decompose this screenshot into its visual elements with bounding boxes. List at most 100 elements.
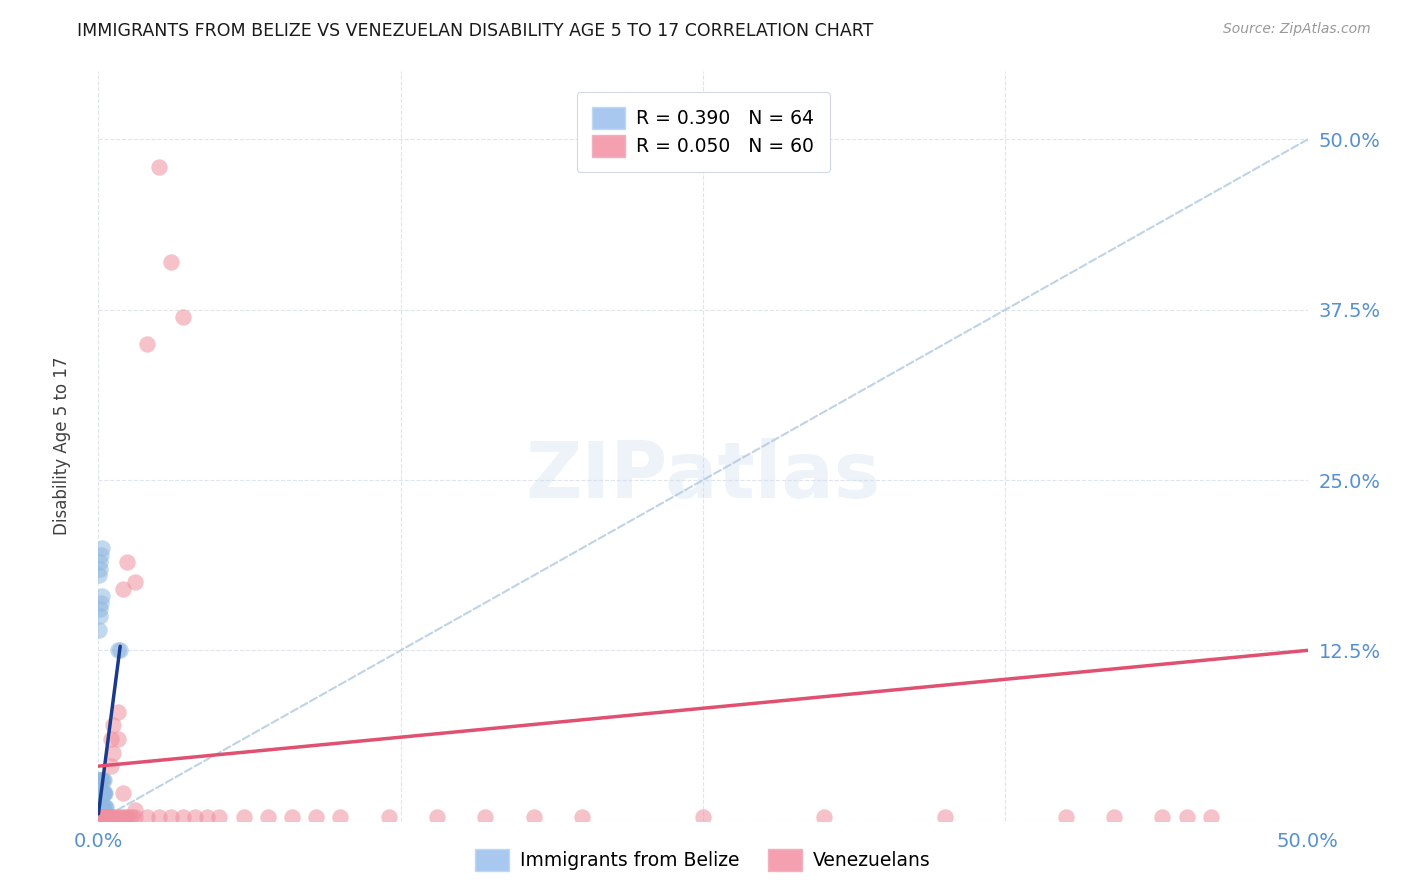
Point	[107, 809, 129, 823]
Point	[94, 800, 117, 814]
Point	[89, 568, 111, 582]
Point	[256, 809, 278, 823]
Point	[281, 809, 304, 823]
Point	[89, 800, 111, 814]
Point	[93, 806, 115, 821]
Point	[124, 809, 146, 823]
Point	[474, 809, 496, 823]
Point	[90, 806, 112, 821]
Point	[89, 806, 111, 821]
Point	[94, 800, 117, 814]
Point	[148, 809, 170, 823]
Point	[426, 809, 449, 823]
Point	[117, 809, 139, 823]
Legend: Immigrants from Belize, Venezuelans: Immigrants from Belize, Venezuelans	[468, 841, 938, 878]
Point	[89, 806, 111, 821]
Point	[101, 718, 124, 732]
Point	[91, 589, 114, 603]
Point	[114, 809, 136, 823]
Point	[93, 786, 115, 800]
Point	[523, 809, 546, 823]
Point	[89, 602, 111, 616]
Point	[94, 806, 117, 821]
Text: IMMIGRANTS FROM BELIZE VS VENEZUELAN DISABILITY AGE 5 TO 17 CORRELATION CHART: IMMIGRANTS FROM BELIZE VS VENEZUELAN DIS…	[77, 22, 873, 40]
Point	[111, 786, 134, 800]
Point	[89, 806, 111, 821]
Point	[91, 786, 114, 800]
Point	[91, 806, 114, 821]
Point	[91, 786, 114, 800]
Point	[1152, 809, 1174, 823]
Point	[111, 809, 134, 823]
Point	[93, 809, 115, 823]
Y-axis label: Disability Age 5 to 17: Disability Age 5 to 17	[52, 357, 70, 535]
Legend: R = 0.390   N = 64, R = 0.050   N = 60: R = 0.390 N = 64, R = 0.050 N = 60	[576, 92, 830, 172]
Point	[108, 643, 131, 657]
Point	[91, 809, 114, 823]
Text: Source: ZipAtlas.com: Source: ZipAtlas.com	[1223, 22, 1371, 37]
Point	[93, 786, 115, 800]
Point	[1102, 809, 1125, 823]
Point	[89, 786, 111, 800]
Point	[1199, 809, 1222, 823]
Point	[108, 809, 131, 823]
Point	[124, 803, 146, 817]
Point	[94, 809, 117, 823]
Point	[90, 772, 112, 787]
Point	[184, 809, 207, 823]
Point	[91, 806, 114, 821]
Point	[89, 806, 111, 821]
Point	[89, 609, 111, 624]
Text: ZIPatlas: ZIPatlas	[526, 438, 880, 514]
Point	[98, 809, 121, 823]
Point	[93, 806, 115, 821]
Point	[89, 786, 111, 800]
Point	[135, 809, 157, 823]
Point	[934, 809, 956, 823]
Point	[100, 731, 122, 746]
Point	[90, 806, 112, 821]
Point	[813, 809, 835, 823]
Point	[89, 806, 111, 821]
Point	[89, 800, 111, 814]
Point	[90, 806, 112, 821]
Point	[89, 793, 111, 807]
Point	[91, 806, 114, 821]
Point	[118, 809, 141, 823]
Point	[91, 800, 114, 814]
Point	[232, 809, 254, 823]
Point	[107, 643, 129, 657]
Point	[93, 772, 115, 787]
Point	[377, 809, 399, 823]
Point	[91, 786, 114, 800]
Point	[91, 800, 114, 814]
Point	[100, 759, 122, 773]
Point	[329, 809, 352, 823]
Point	[101, 809, 124, 823]
Point	[101, 746, 124, 760]
Point	[94, 786, 117, 800]
Point	[100, 809, 122, 823]
Point	[107, 705, 129, 719]
Point	[172, 310, 194, 324]
Point	[111, 582, 134, 596]
Point	[97, 809, 120, 823]
Point	[117, 555, 139, 569]
Point	[148, 160, 170, 174]
Point	[91, 541, 114, 556]
Point	[121, 809, 143, 823]
Point	[208, 809, 231, 823]
Point	[93, 806, 115, 821]
Point	[91, 806, 114, 821]
Point	[89, 806, 111, 821]
Point	[172, 809, 194, 823]
Point	[104, 809, 127, 823]
Point	[90, 800, 112, 814]
Point	[305, 809, 328, 823]
Point	[90, 806, 112, 821]
Point	[89, 555, 111, 569]
Point	[90, 800, 112, 814]
Point	[89, 772, 111, 787]
Point	[124, 575, 146, 590]
Point	[90, 596, 112, 610]
